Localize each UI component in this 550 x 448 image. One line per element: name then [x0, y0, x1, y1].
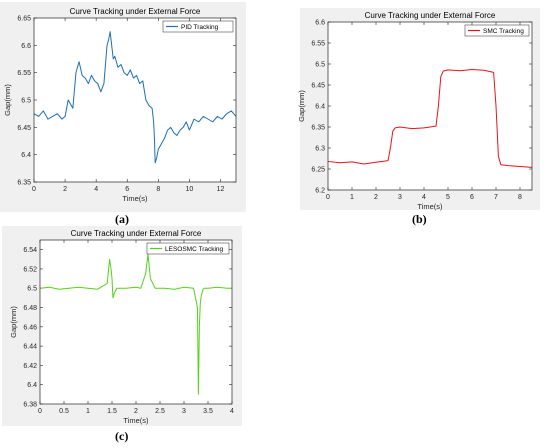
plot-area — [34, 18, 236, 182]
figure-label-c: (c) — [115, 429, 129, 443]
chart-title: Curve Tracking under External Force — [365, 11, 496, 20]
x-tick-label: 0 — [32, 186, 36, 193]
x-tick-label: 3 — [398, 194, 402, 201]
legend-box — [464, 24, 530, 37]
y-tick-label: 6.65 — [17, 16, 31, 23]
series-line-lesosmc-tracking — [39, 253, 232, 395]
x-tick-label: 12 — [217, 186, 225, 193]
y-tick-label: 6.6 — [21, 43, 31, 50]
chart-b-svg: Curve Tracking under External Force 6.2 6.… — [297, 11, 533, 211]
legend-label: SMC Tracking — [483, 28, 524, 35]
y-tick-label: 6.4 — [21, 152, 31, 159]
x-tick-label: 6 — [125, 186, 129, 193]
x-axis-label: Time(s) — [122, 194, 148, 203]
series-line-pid-tracking — [33, 31, 237, 164]
legend-label: PID Tracking — [181, 24, 219, 31]
series-line-smc-tracking — [327, 68, 533, 168]
y-tick-label: 6.35 — [311, 125, 325, 132]
x-tick-label: 4 — [422, 194, 426, 201]
y-tick-label: 6.48 — [23, 305, 37, 312]
legend-box — [146, 242, 230, 255]
y-tick-label: 6.46 — [23, 324, 37, 331]
x-tick-label: 7 — [494, 194, 498, 201]
x-tick-label: 2 — [63, 186, 67, 193]
x-tick-label: 8 — [518, 194, 522, 201]
x-tick-label: 0 — [326, 194, 330, 201]
chart-panel-a: Curve Tracking under External Force 6.35 6… — [0, 2, 246, 212]
x-tick-label: 1 — [350, 194, 354, 201]
x-tick-label: 2 — [134, 408, 138, 415]
y-tick-label: 6.5 — [27, 286, 37, 293]
x-axis-label: Time(s) — [123, 416, 149, 425]
y-tick-label: 6.6 — [315, 20, 325, 27]
chart-panel-c: Curve Tracking under External Force 6.38 6… — [2, 226, 242, 426]
plot-frame — [327, 21, 533, 191]
chart-title: Curve Tracking under External Force — [70, 7, 201, 16]
x-tick-label: 1 — [86, 408, 90, 415]
y-tick-label: 6.2 — [315, 188, 325, 195]
y-tick-label: 6.55 — [17, 70, 31, 77]
y-tick-label: 6.55 — [311, 41, 325, 48]
y-tick-label: 6.35 — [17, 180, 31, 187]
y-tick-label: 6.45 — [17, 125, 31, 132]
x-tick-label: 5 — [446, 194, 450, 201]
x-tick-label: 2.5 — [155, 408, 165, 415]
x-tick-label: 0 — [38, 408, 42, 415]
x-tick-label: 3.5 — [203, 408, 213, 415]
chart-a-svg: Curve Tracking under External Force 6.35 6… — [3, 7, 237, 203]
y-tick-label: 6.45 — [311, 83, 325, 90]
legend-label: LESOSMC Tracking — [165, 246, 224, 253]
y-tick-label: 6.52 — [23, 266, 37, 273]
figure-label-b: (b) — [412, 212, 427, 226]
y-tick-label: 6.5 — [21, 98, 31, 105]
y-tick-label: 6.25 — [311, 167, 325, 174]
x-tick-label: 4 — [94, 186, 98, 193]
y-tick-label: 6.54 — [23, 247, 37, 254]
y-tick-label: 6.44 — [23, 344, 37, 351]
y-axis-label: Gap(mm) — [9, 306, 18, 338]
chart-title: Curve Tracking under External Force — [71, 229, 202, 238]
x-tick-label: 3 — [182, 408, 186, 415]
y-tick-label: 6.42 — [23, 363, 37, 370]
y-tick-label: 6.38 — [23, 402, 37, 409]
x-tick-label: 4 — [230, 408, 234, 415]
y-tick-label: 6.4 — [27, 382, 37, 389]
y-tick-label: 6.5 — [315, 62, 325, 69]
chart-c-svg: Curve Tracking under External Force 6.38 6… — [9, 229, 234, 425]
plot-frame — [39, 239, 233, 405]
plot-area — [40, 240, 232, 404]
chart-panel-b: Curve Tracking under External Force 6.2 6.… — [297, 8, 540, 211]
plot-area — [328, 22, 532, 190]
figure-label-a: (a) — [115, 212, 129, 226]
x-tick-label: 8 — [156, 186, 160, 193]
x-tick-label: 1.5 — [107, 408, 117, 415]
x-axis-label: Time(s) — [417, 202, 443, 211]
plot-frame — [33, 17, 237, 183]
x-tick-label: 6 — [470, 194, 474, 201]
y-axis-label: Gap(mm) — [297, 90, 306, 122]
y-tick-label: 6.3 — [315, 146, 325, 153]
legend-box — [162, 20, 234, 33]
x-tick-label: 2 — [374, 194, 378, 201]
y-axis-label: Gap(mm) — [3, 84, 12, 116]
x-tick-label: 0.5 — [59, 408, 69, 415]
x-tick-label: 10 — [185, 186, 193, 193]
y-tick-label: 6.4 — [315, 104, 325, 111]
